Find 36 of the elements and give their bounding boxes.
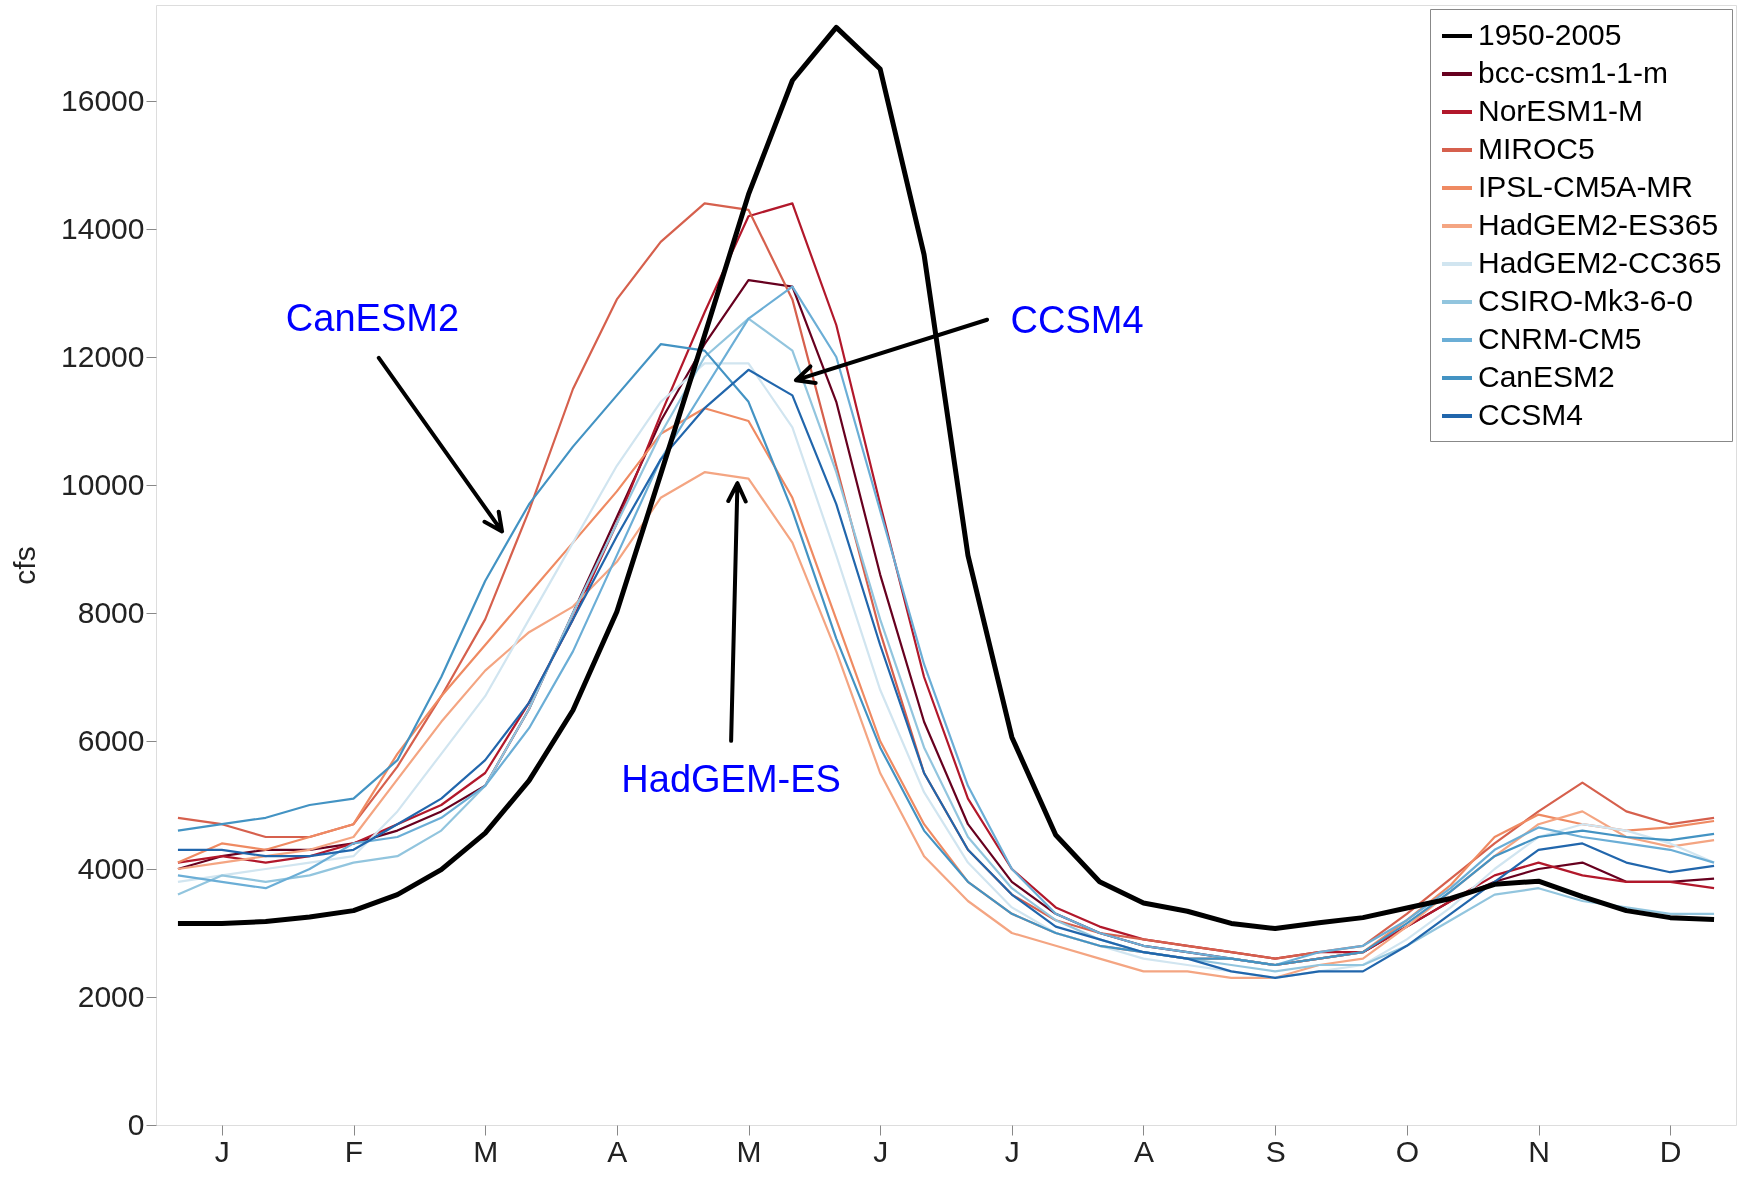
y-tick-label: 10000 [61, 467, 145, 501]
legend-label: CSIRO-Mk3-6-0 [1478, 284, 1694, 317]
y-tick-label: 0 [127, 1107, 145, 1141]
x-tick-label: M [473, 1134, 499, 1168]
legend-label: MIROC5 [1478, 132, 1595, 165]
legend-label: bcc-csm1-1-m [1478, 56, 1669, 89]
x-tick-label: M [736, 1134, 762, 1168]
x-tick-label: J [1004, 1134, 1020, 1168]
y-tick-label: 8000 [77, 595, 145, 629]
y-axis-title: cfs [8, 546, 42, 585]
legend-label: CNRM-CM5 [1478, 322, 1642, 355]
legend-label: NorESM1-M [1478, 94, 1644, 127]
x-tick-label: F [344, 1134, 364, 1168]
y-tick-label: 6000 [77, 723, 145, 757]
x-tick-label: S [1265, 1134, 1286, 1168]
legend-label: HadGEM2-CC365 [1478, 246, 1722, 279]
legend-label: IPSL-CM5A-MR [1478, 170, 1694, 203]
legend-label: 1950-2005 [1478, 18, 1622, 51]
y-tick-label: 14000 [61, 211, 145, 245]
x-tick-label: N [1528, 1134, 1550, 1168]
y-tick-label: 12000 [61, 339, 145, 373]
x-tick-label: O [1395, 1134, 1420, 1168]
x-tick-label: J [214, 1134, 230, 1168]
annotation: CCSM4 [1010, 298, 1144, 341]
y-tick-label: 16000 [61, 83, 145, 117]
legend-label: HadGEM2-ES365 [1478, 208, 1719, 241]
annotation: HadGEM-ES [621, 758, 841, 801]
x-tick-label: A [1133, 1134, 1155, 1168]
y-tick-label: 2000 [77, 979, 145, 1013]
annotation: CanESM2 [285, 296, 460, 339]
legend-label: CanESM2 [1478, 360, 1615, 393]
y-tick-label: 4000 [77, 851, 145, 885]
legend-label: CCSM4 [1478, 398, 1584, 431]
x-tick-label: D [1659, 1134, 1682, 1168]
x-tick-label: A [607, 1134, 628, 1168]
x-tick-label: J [873, 1134, 889, 1168]
